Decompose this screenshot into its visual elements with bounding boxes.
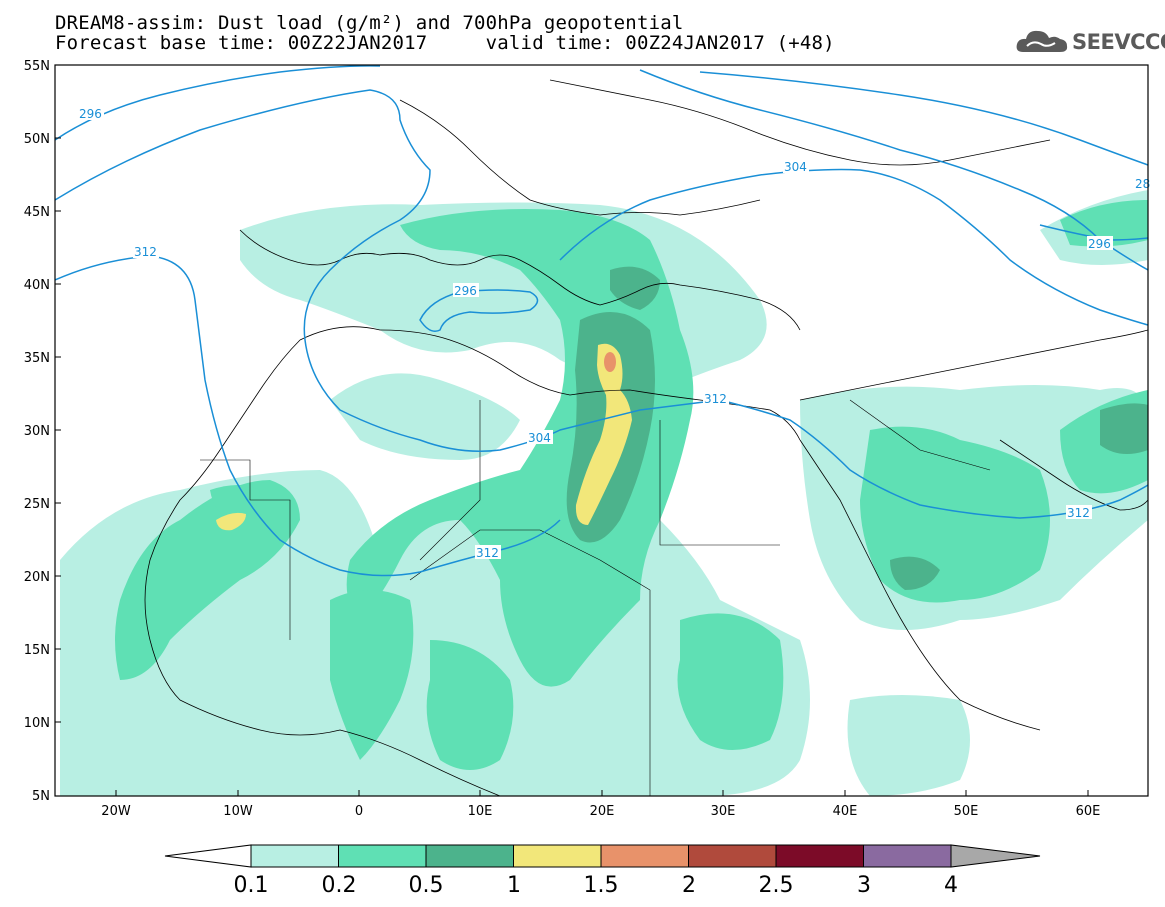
colorbar-label: 2 [682,873,696,898]
colorbar-segment [688,844,777,868]
contour-label: 296 [1088,237,1111,251]
lon-label: 0 [355,804,363,819]
colorbar-label: 1 [507,873,521,898]
dust-shading-max [216,343,632,531]
colorbar-label: 0.2 [322,873,357,898]
lat-label: 15N [24,643,50,658]
lon-label: 20E [590,804,615,819]
colorbar-under-arrow [164,844,252,868]
contour-label: 312 [134,245,157,259]
logo-text: SEEVCCC [1072,30,1165,54]
lat-label: 5N [32,789,50,804]
latitude-axis [55,64,61,797]
colorbar-label: 3 [857,873,871,898]
forecast-times: Forecast base time: 00Z22JAN2017 valid t… [55,32,835,54]
colorbar-segment [600,844,689,868]
lon-label: 20W [101,804,131,819]
colorbar-segment [775,844,864,868]
longitude-axis [115,790,1089,796]
colorbar-label: 4 [944,873,958,898]
colorbar-label: 2.5 [759,873,794,898]
contour-labels: 296 312 296 304 312 304 312 296 28 312 [78,106,1150,560]
contour-label: 304 [528,431,551,445]
latitude-labels: 55N 50N 45N 40N 35N 30N 25N 20N 15N 10N … [24,59,50,804]
map-title: DREAM8-assim: Dust load (g/m²) and 700hP… [55,12,684,34]
colorbar [164,844,1041,868]
country-borders [200,399,991,796]
colorbar-segment [513,844,602,868]
colorbar-segment [338,844,427,868]
lon-label: 30E [711,804,736,819]
lon-label: 50E [954,804,979,819]
coastlines [144,79,1148,796]
lat-label: 40N [24,278,50,293]
lon-label: 10W [223,804,253,819]
cloud-icon [1016,30,1068,52]
lat-label: 20N [24,570,50,585]
colorbar-label: 1.5 [584,873,619,898]
colorbar-over-arrow [950,844,1041,868]
contour-label: 312 [476,546,499,560]
geopotential-contours [55,65,1148,577]
lon-label: 60E [1076,804,1101,819]
colorbar-segment [863,844,952,868]
lat-label: 55N [24,59,50,74]
colorbar-label: 0.1 [234,873,269,898]
contour-label: 296 [79,107,102,121]
longitude-labels: 20W 10W 0 10E 20E 30E 40E 50E 60E [101,804,1100,819]
colorbar-segment [425,844,514,868]
colorbar-label: 0.5 [409,873,444,898]
lon-label: 40E [833,804,858,819]
colorbar-labels: 0.1 0.2 0.5 1 1.5 2 2.5 3 4 [234,873,959,898]
lat-label: 10N [24,716,50,731]
contour-label: 312 [1067,506,1090,520]
contour-label: 304 [784,160,807,174]
colorbar-segment [250,844,339,868]
lat-label: 35N [24,351,50,366]
contour-label: 28 [1135,177,1150,191]
contour-label: 312 [704,392,727,406]
lon-label: 10E [468,804,493,819]
lat-label: 45N [24,205,50,220]
lat-label: 50N [24,132,50,147]
map-area [55,65,1148,796]
lat-label: 30N [24,424,50,439]
contour-label: 296 [454,284,477,298]
lat-label: 25N [24,497,50,512]
